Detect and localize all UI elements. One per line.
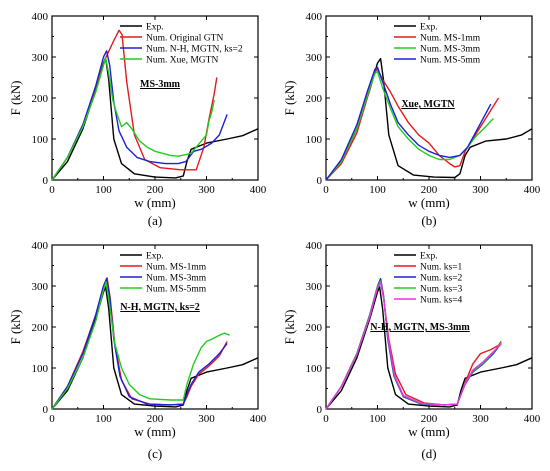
panel-label: (b) xyxy=(421,213,436,228)
panel-label: (c) xyxy=(148,446,162,461)
x-tick-label: 100 xyxy=(95,184,112,196)
y-tick-label: 400 xyxy=(306,11,323,23)
x-tick-label: 200 xyxy=(421,413,438,425)
x-tick-label: 400 xyxy=(524,413,541,425)
series-line-4 xyxy=(325,282,502,410)
y-axis-label: F (kN) xyxy=(282,80,297,115)
legend-label: Num. MS-3mm xyxy=(146,274,207,284)
x-tick-label: 100 xyxy=(369,413,386,425)
y-tick-label: 100 xyxy=(306,134,323,146)
legend-label: Exp. xyxy=(420,23,438,33)
legend-label: Num. MS-1mm xyxy=(420,34,481,44)
x-tick-label: 200 xyxy=(147,413,164,425)
x-tick-label: 100 xyxy=(369,184,386,196)
legend-label: Num. ks=2 xyxy=(420,274,463,284)
chart-panel-c: 0 100 200 300 400 0 100 200 300 400 w (mm) F (kN) (c… xyxy=(8,240,267,461)
x-tick-label: 200 xyxy=(421,184,438,196)
chart-panel-d: 0 100 200 300 400 0 100 200 300 400 w (mm) F (kN) (d… xyxy=(282,240,541,461)
series-line-3 xyxy=(51,57,215,181)
legend-label: Num. N-H, MGTN, ks=2 xyxy=(146,45,243,55)
chart-annotation: N-H, MGTN, ks=2 xyxy=(120,302,200,313)
series-line-0 xyxy=(325,57,533,181)
chart-panel-a: 0 100 200 300 400 0 100 200 300 400 w (mm) F (kN) (a… xyxy=(8,11,267,228)
series-line-1 xyxy=(325,68,500,181)
y-tick-label: 400 xyxy=(306,240,323,252)
y-tick-label: 0 xyxy=(43,404,49,416)
x-tick-label: 0 xyxy=(49,413,55,425)
y-tick-label: 400 xyxy=(32,11,49,23)
y-tick-label: 300 xyxy=(32,52,49,64)
y-tick-label: 200 xyxy=(306,93,323,105)
series-line-3 xyxy=(325,66,492,181)
legend-label: Num. ks=1 xyxy=(420,263,463,273)
y-tick-label: 400 xyxy=(32,240,49,252)
y-tick-label: 300 xyxy=(32,281,49,293)
y-tick-label: 200 xyxy=(306,322,323,334)
legend-label: Num. ks=4 xyxy=(420,296,463,306)
chart-annotation: N-H, MGTN, MS-3mm xyxy=(370,322,470,333)
series-line-3 xyxy=(51,281,230,410)
x-tick-label: 300 xyxy=(472,184,489,196)
y-tick-label: 300 xyxy=(306,52,323,64)
x-tick-label: 0 xyxy=(323,184,329,196)
legend-label: Num. ks=3 xyxy=(420,285,463,295)
legend-label: Exp. xyxy=(420,252,438,262)
y-tick-label: 0 xyxy=(317,404,323,416)
legend-label: Num. MS-5mm xyxy=(146,285,207,295)
x-tick-label: 200 xyxy=(147,184,164,196)
legend-label: Num. Xue, MGTN xyxy=(146,56,218,66)
legend-label: Exp. xyxy=(146,23,164,33)
y-axis-label: F (kN) xyxy=(8,309,23,344)
chart-annotation: MS-3mm xyxy=(140,79,181,90)
x-axis-label: w (mm) xyxy=(134,424,176,439)
legend-label: Num. MS-1mm xyxy=(146,263,207,273)
panel-label: (a) xyxy=(148,213,162,228)
panel-label: (d) xyxy=(421,446,436,461)
chart-panel-b: 0 100 200 300 400 0 100 200 300 400 w (mm) F (kN) (b… xyxy=(282,11,541,228)
series-line-2 xyxy=(51,50,228,181)
series-line-2 xyxy=(51,277,228,410)
legend-label: Exp. xyxy=(146,252,164,262)
x-tick-label: 0 xyxy=(323,413,329,425)
x-tick-label: 300 xyxy=(472,413,489,425)
x-tick-label: 0 xyxy=(49,184,55,196)
series-line-1 xyxy=(51,277,228,410)
legend-label: Num. MS-5mm xyxy=(420,56,481,66)
x-axis-label: w (mm) xyxy=(134,195,176,210)
series-line-2 xyxy=(325,70,494,181)
x-axis-label: w (mm) xyxy=(408,424,450,439)
x-tick-label: 400 xyxy=(524,184,541,196)
legend-label: Num. MS-3mm xyxy=(420,45,481,55)
y-tick-label: 300 xyxy=(306,281,323,293)
x-tick-label: 400 xyxy=(250,184,267,196)
y-tick-label: 100 xyxy=(32,363,49,375)
x-tick-label: 300 xyxy=(198,184,215,196)
y-tick-label: 200 xyxy=(32,322,49,334)
y-tick-label: 0 xyxy=(317,175,323,187)
y-tick-label: 0 xyxy=(43,175,49,187)
x-tick-label: 100 xyxy=(95,413,112,425)
x-tick-label: 300 xyxy=(198,413,215,425)
y-tick-label: 200 xyxy=(32,93,49,105)
chart-annotation: Xue, MGTN xyxy=(401,99,455,110)
y-axis-label: F (kN) xyxy=(8,80,23,115)
y-tick-label: 100 xyxy=(306,363,323,375)
x-tick-label: 400 xyxy=(250,413,267,425)
legend-label: Num. Original GTN xyxy=(146,34,223,44)
y-tick-label: 100 xyxy=(32,134,49,146)
x-axis-label: w (mm) xyxy=(408,195,450,210)
y-axis-label: F (kN) xyxy=(282,309,297,344)
series-line-3 xyxy=(325,280,502,410)
series-line-2 xyxy=(325,277,502,410)
